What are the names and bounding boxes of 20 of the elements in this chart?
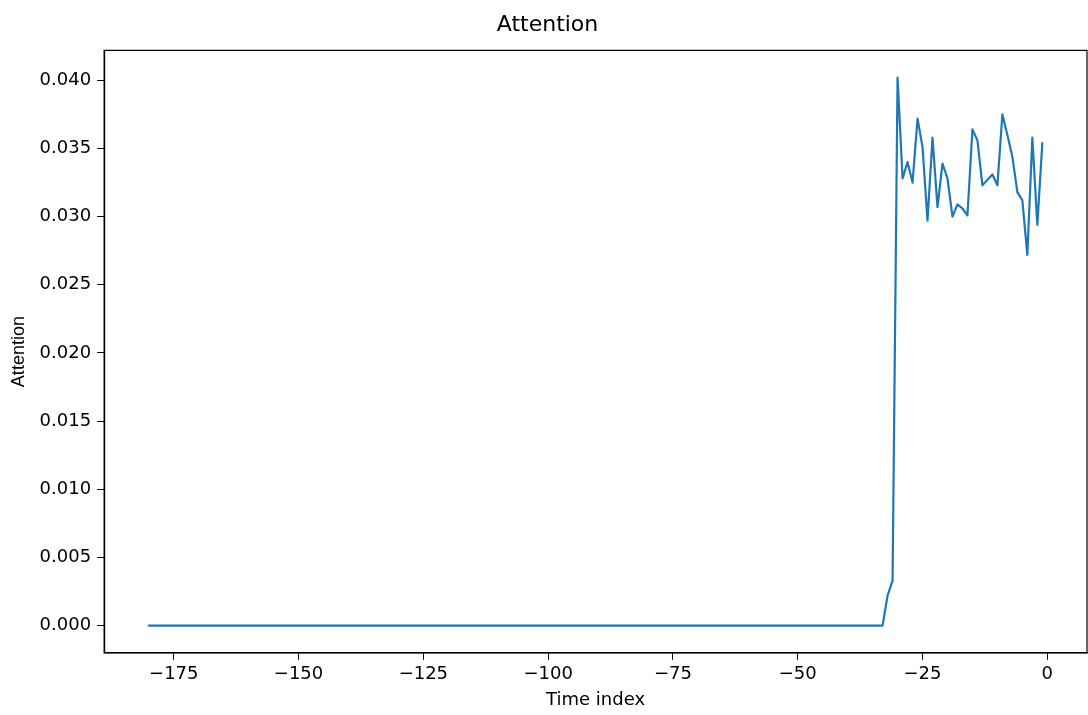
- x-tick-label: 0: [1041, 662, 1054, 684]
- y-tick-label: 0.010: [39, 476, 92, 498]
- x-tick-label: −100: [523, 662, 573, 684]
- x-tick-label: −75: [653, 662, 692, 684]
- x-tick-label: −125: [398, 662, 449, 684]
- y-axis-title: Attention: [7, 316, 28, 388]
- y-tick-label: 0.040: [39, 68, 92, 90]
- x-tick-label: −150: [273, 662, 324, 684]
- y-tick-label: 0.020: [39, 340, 92, 362]
- x-tick-label: −175: [149, 662, 199, 684]
- y-tick-label: 0.030: [39, 204, 92, 226]
- x-tick-label: −25: [903, 662, 942, 684]
- x-axis-title: Time index: [545, 687, 646, 709]
- y-tick-label: 0.025: [39, 272, 92, 294]
- y-tick-label: 0.035: [39, 136, 92, 158]
- chart-title: Attention: [496, 10, 599, 36]
- y-tick-label: 0.005: [39, 545, 92, 567]
- y-tick-label: 0.000: [39, 613, 92, 635]
- y-tick-label: 0.015: [39, 408, 92, 430]
- x-tick-label: −50: [778, 662, 817, 684]
